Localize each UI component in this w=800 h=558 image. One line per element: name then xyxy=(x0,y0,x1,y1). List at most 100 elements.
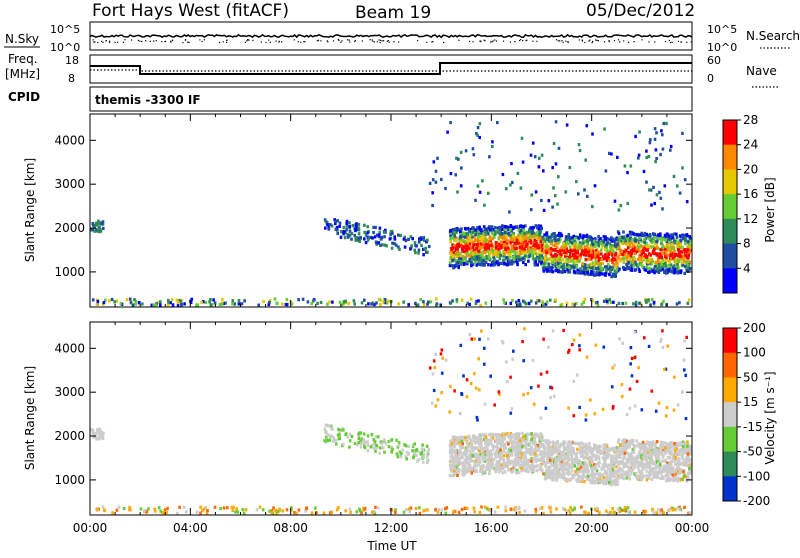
data-cell xyxy=(589,245,593,249)
data-cell xyxy=(350,231,354,235)
data-cell xyxy=(643,443,647,447)
data-cell xyxy=(509,236,513,241)
data-cell xyxy=(629,457,633,461)
data-cell xyxy=(348,507,352,511)
data-cell xyxy=(682,451,686,455)
data-cell xyxy=(677,254,680,258)
data-cell xyxy=(500,245,503,249)
data-cell xyxy=(550,239,554,243)
data-cell xyxy=(573,253,577,258)
data-cell xyxy=(633,257,637,261)
data-cell xyxy=(653,453,657,457)
data-cell xyxy=(619,460,622,464)
data-cell xyxy=(648,464,652,468)
data-cell xyxy=(659,232,662,236)
data-cell xyxy=(479,263,483,267)
data-cell xyxy=(630,266,634,270)
data-cell xyxy=(515,225,519,229)
data-cell xyxy=(654,467,658,471)
data-cell xyxy=(530,432,533,436)
data-cell xyxy=(669,464,672,468)
noise-search-label: N.Search xyxy=(746,29,800,43)
data-cell xyxy=(615,479,618,483)
data-cell xyxy=(581,475,585,479)
data-cell xyxy=(418,237,421,241)
data-cell xyxy=(609,300,613,304)
noise-search-point xyxy=(495,40,498,42)
data-cell xyxy=(528,254,531,258)
data-cell xyxy=(625,262,628,267)
data-cell xyxy=(568,259,571,263)
data-cell xyxy=(315,511,318,515)
data-cell xyxy=(508,446,512,450)
data-cell xyxy=(545,234,549,238)
data-cell xyxy=(605,243,608,247)
data-cell xyxy=(595,472,598,476)
data-cell xyxy=(275,302,279,306)
data-cell xyxy=(516,171,520,175)
data-cell xyxy=(536,464,540,468)
data-cell xyxy=(666,266,670,270)
data-cell xyxy=(516,462,519,466)
data-cell xyxy=(477,232,481,236)
data-cell xyxy=(455,156,458,160)
data-cell xyxy=(359,509,362,513)
data-cell xyxy=(369,235,373,239)
data-cell xyxy=(600,451,603,456)
data-cell xyxy=(598,271,602,275)
data-cell xyxy=(623,445,626,449)
data-cell xyxy=(290,508,293,512)
data-cell xyxy=(488,256,491,260)
data-cell xyxy=(499,446,502,450)
noise-search-point xyxy=(654,41,656,43)
data-cell xyxy=(530,450,534,454)
data-cell xyxy=(634,300,638,304)
data-cell xyxy=(484,438,487,442)
data-cell xyxy=(536,298,539,303)
data-cell xyxy=(465,231,468,235)
data-cell xyxy=(481,179,484,183)
data-cell xyxy=(353,302,356,306)
data-cell xyxy=(612,245,615,249)
data-cell xyxy=(297,298,300,302)
noise-search-point xyxy=(690,41,692,43)
data-cell xyxy=(455,263,458,267)
data-cell xyxy=(462,262,466,266)
data-cell xyxy=(497,236,501,240)
data-cell xyxy=(453,441,457,445)
data-cell xyxy=(676,184,679,188)
data-cell xyxy=(504,225,507,229)
data-cell xyxy=(473,235,476,239)
data-cell xyxy=(154,303,158,307)
data-cell xyxy=(537,299,541,303)
data-cell xyxy=(231,299,235,303)
data-cell xyxy=(627,465,630,469)
data-cell xyxy=(684,475,687,479)
data-cell xyxy=(655,242,659,246)
data-cell xyxy=(651,298,654,302)
data-cell xyxy=(534,432,537,436)
noise-search-point xyxy=(494,39,496,41)
data-cell xyxy=(628,239,632,243)
data-cell xyxy=(417,248,421,252)
data-cell xyxy=(668,470,671,474)
data-cell xyxy=(675,232,678,236)
data-cell xyxy=(129,508,132,512)
data-cell xyxy=(390,246,394,250)
data-cell xyxy=(633,472,636,476)
data-cell xyxy=(618,252,622,256)
data-cell xyxy=(595,242,598,247)
data-cell xyxy=(475,464,478,468)
data-cell xyxy=(673,472,677,476)
data-cell xyxy=(534,238,538,243)
data-cell xyxy=(454,173,457,177)
noise-search-point xyxy=(248,39,250,41)
noise-search-point xyxy=(591,41,593,44)
data-cell xyxy=(671,256,675,260)
data-cell xyxy=(473,260,477,264)
data-cell xyxy=(573,459,577,463)
data-cell xyxy=(593,254,597,258)
data-cell xyxy=(542,459,545,463)
data-cell xyxy=(608,478,612,482)
data-cell xyxy=(664,238,668,242)
